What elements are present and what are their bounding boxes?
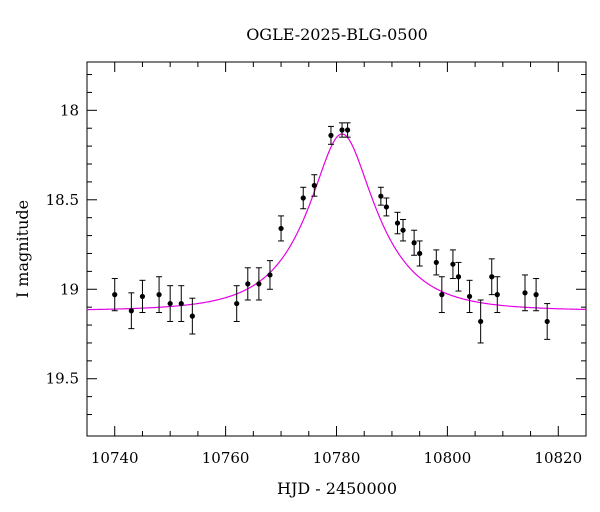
point-marker [411, 240, 417, 246]
point-marker [466, 293, 473, 300]
data-point [156, 276, 163, 314]
data-point [244, 267, 251, 301]
point-marker [533, 292, 539, 298]
point-marker [439, 292, 445, 298]
plot-area: 10740 10760 10780 10800 10820 18 18.5 19 19.5 [46, 61, 587, 467]
y-tick-label: 18.5 [46, 191, 79, 209]
point-marker [178, 300, 184, 307]
data-point [383, 197, 390, 217]
point-marker [544, 318, 550, 325]
point-marker [245, 281, 251, 287]
data-point [128, 292, 135, 330]
point-marker [278, 225, 284, 232]
data-point [111, 278, 118, 312]
data-point [300, 186, 307, 210]
x-tick-label: 10800 [424, 449, 472, 467]
data-point [455, 261, 462, 292]
data-point [311, 174, 318, 197]
y-tick-label: 19.5 [46, 370, 79, 388]
data-point [233, 285, 240, 322]
plot-frame [86, 61, 587, 437]
data-point [255, 267, 262, 301]
point-marker [267, 272, 273, 278]
data-point [339, 122, 346, 138]
point-marker [339, 127, 345, 133]
x-tick-label: 10740 [91, 449, 139, 467]
data-point [139, 279, 146, 314]
data-point [178, 285, 185, 322]
data-point [266, 260, 273, 290]
data-points [111, 122, 551, 344]
x-tick-label: 10760 [202, 449, 250, 467]
y-axis-label: I magnitude [13, 200, 32, 298]
x-axis-label: HJD - 2450000 [277, 479, 397, 498]
y-tick-label: 18 [60, 101, 79, 119]
point-marker [450, 261, 456, 267]
data-point [533, 278, 540, 312]
data-point [466, 279, 473, 314]
data-point [522, 274, 529, 312]
data-point [438, 276, 445, 314]
point-marker [234, 300, 240, 307]
data-point [477, 299, 484, 344]
point-marker [128, 308, 134, 314]
data-point [494, 276, 501, 314]
point-marker [139, 293, 146, 300]
x-tick-label: 10820 [534, 449, 582, 467]
point-marker [156, 292, 162, 298]
point-marker [489, 274, 495, 280]
point-marker [400, 227, 406, 233]
data-point [433, 249, 440, 276]
point-marker [394, 220, 401, 226]
data-point [416, 240, 423, 267]
data-point [400, 218, 407, 242]
point-marker [478, 318, 484, 325]
point-marker [522, 290, 528, 296]
x-axis: 10740 10760 10780 10800 10820 [91, 62, 582, 467]
data-point [167, 285, 174, 322]
point-marker [433, 259, 439, 266]
data-point [394, 211, 401, 235]
point-marker [383, 204, 389, 210]
y-tick-label: 19 [60, 280, 79, 298]
chart-title: OGLE-2025-BLG-0500 [246, 25, 428, 44]
y-axis: 18 18.5 19 19.5 [46, 74, 586, 416]
data-point [278, 215, 285, 242]
data-point [449, 249, 456, 280]
data-point [327, 125, 334, 145]
data-point [411, 229, 418, 256]
point-marker [256, 281, 262, 287]
point-marker [328, 132, 334, 138]
point-marker [300, 195, 306, 201]
data-point [488, 258, 495, 296]
data-point [189, 297, 196, 335]
data-point [377, 186, 384, 206]
point-marker [417, 250, 423, 257]
point-marker [494, 292, 500, 298]
x-tick-label: 10780 [313, 449, 361, 467]
model-curve [86, 133, 587, 311]
point-marker [311, 182, 317, 189]
point-marker [344, 127, 351, 133]
data-point [344, 122, 351, 138]
point-marker [167, 300, 173, 307]
point-marker [112, 292, 118, 298]
point-marker [455, 274, 462, 280]
point-marker [378, 193, 384, 199]
point-marker [189, 313, 195, 319]
data-point [544, 303, 551, 340]
